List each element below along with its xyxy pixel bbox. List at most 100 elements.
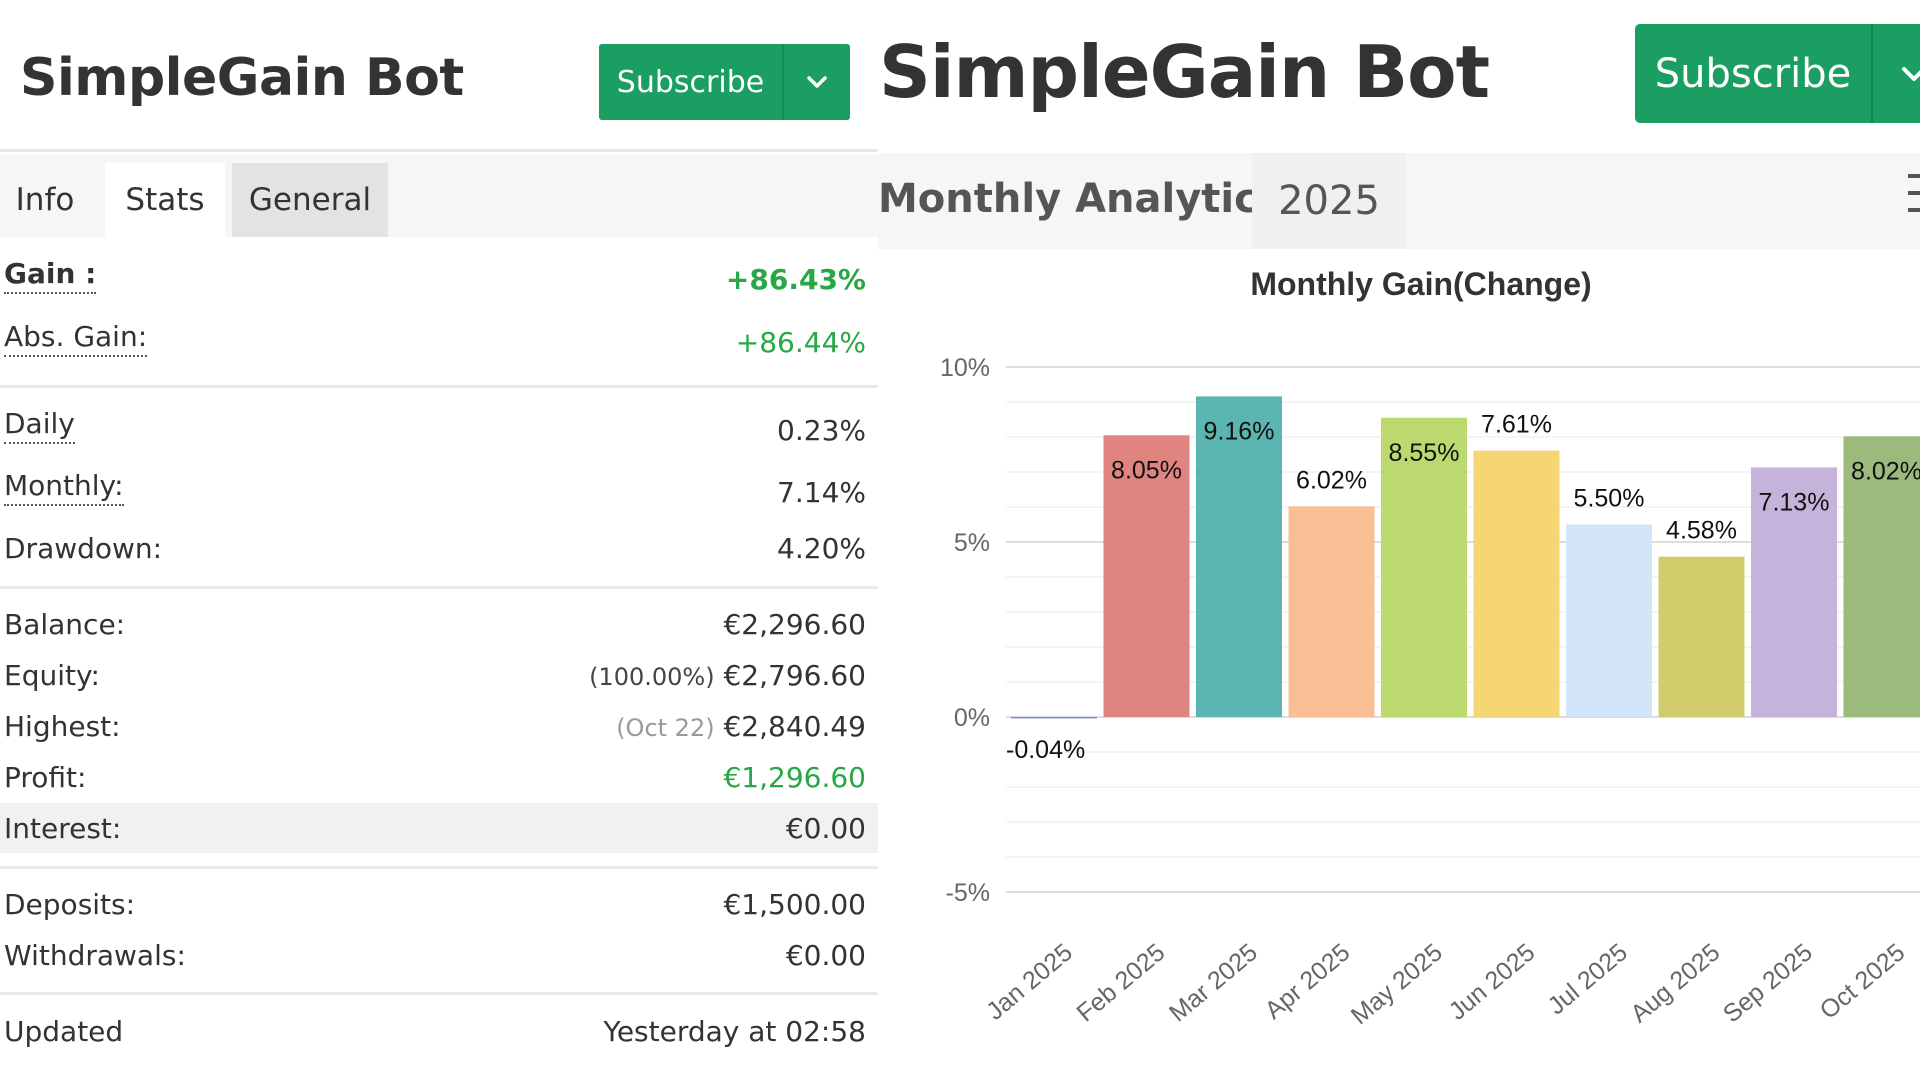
bar-jul-2025[interactable] [1566,524,1652,718]
interest-value: €0.00 [785,812,866,845]
withdrawals-value: €0.00 [785,939,866,972]
x-tick-label-group: Apr 2025 [1260,938,1356,1025]
chevron-down-icon [1902,66,1920,81]
x-tick-label: May 2025 [1346,938,1448,1030]
data-label: 8.02% [1851,457,1920,485]
left-header: SimpleGain Bot Subscribe [0,0,878,152]
x-tick-label: Feb 2025 [1071,938,1170,1027]
x-tick-label: Oct 2025 [1815,938,1911,1025]
bar-series [1011,396,1920,719]
highest-label: Highest: [4,710,121,743]
gain-label[interactable]: Gain : [4,257,97,294]
right-panel: SimpleGain Bot Subscribe Monthly Analyti… [878,0,1920,1080]
data-label: 6.02% [1296,466,1367,494]
profit-label: Profit: [4,761,87,794]
y-tick-label: 10% [940,354,990,382]
data-labels: -0.04% 8.05% 9.16% 6.02% 8.55% 7.61% 5.50% 4.58… [1006,411,1920,764]
divider [0,385,878,388]
monthly-gain-chart: Monthly Gain(Change) 10% 5% 0% -5% -0.04% 8.… [940,266,1920,1030]
divider [0,992,878,995]
x-tick-label-group: Jul 2025 [1542,938,1632,1020]
balance-label: Balance: [4,608,126,641]
bar-sep-2025[interactable] [1751,467,1837,717]
y-axis: 10% 5% 0% -5% [940,354,990,907]
bar-apr-2025[interactable] [1288,506,1375,717]
deposits-label: Deposits: [4,888,136,921]
equity-value-group: (100.00%) €2,796.60 [589,659,866,692]
year-selector[interactable]: 2025 [1252,153,1406,249]
bar-feb-2025[interactable] [1103,435,1190,717]
bar-oct-2025[interactable] [1843,436,1920,717]
x-tick-label: Jan 2025 [981,938,1078,1026]
tab-bar: Info Stats General [0,155,878,237]
x-tick-label: Apr 2025 [1260,938,1356,1025]
highest-date: (Oct 22) [616,714,715,742]
data-label: -0.04% [1006,736,1085,764]
data-label: 5.50% [1574,485,1645,513]
x-tick-label: Jul 2025 [1542,938,1632,1020]
balance-value: €2,296.60 [723,608,866,641]
x-tick-label: Mar 2025 [1164,938,1263,1027]
subscribe-dropdown-toggle[interactable] [1871,24,1920,123]
bar-aug-2025[interactable] [1658,556,1745,717]
bar-jun-2025[interactable] [1473,450,1560,717]
deposits-value: €1,500.00 [723,888,866,921]
bar-may-2025[interactable] [1381,417,1467,717]
bar-jan-2025[interactable] [1011,717,1097,719]
interest-label: Interest: [4,812,122,845]
data-label: 7.61% [1481,411,1552,439]
equity-percent: (100.00%) [589,663,715,691]
menu-icon[interactable] [1908,174,1920,216]
x-tick-label-group: Jun 2025 [1444,938,1541,1026]
data-label: 8.55% [1389,439,1460,467]
equity-label: Equity: [4,659,100,692]
data-label: 9.16% [1204,417,1275,445]
subscribe-split-button[interactable]: Subscribe [1635,24,1920,123]
abs-gain-label[interactable]: Abs. Gain: [4,320,148,357]
highest-value-group: (Oct 22) €2,840.49 [616,710,866,743]
y-tick-label: 0% [954,704,990,732]
y-tick-label: -5% [946,879,990,907]
page-title: SimpleGain Bot [20,48,464,108]
page-title: SimpleGain Bot [879,30,1490,114]
tab-general[interactable]: General [232,163,388,237]
subscribe-button[interactable]: Subscribe [616,64,765,100]
profit-value: €1,296.60 [723,761,866,794]
abs-gain-value: +86.44% [735,326,866,359]
subscribe-button[interactable]: Subscribe [1654,50,1852,97]
interest-row-background [0,803,878,853]
monthly-label[interactable]: Monthly: [4,469,124,506]
highest-value: €2,840.49 [723,710,866,743]
x-tick-label: Aug 2025 [1625,938,1725,1028]
chart-title: Monthly Gain(Change) [1250,266,1591,302]
bar-mar-2025[interactable] [1196,396,1282,717]
updated-label: Updated [4,1015,124,1048]
equity-value: €2,796.60 [723,659,866,692]
drawdown-label: Drawdown: [4,532,163,565]
x-tick-label-group: Aug 2025 [1625,938,1725,1028]
section-title: Monthly Analytics [878,176,1282,222]
data-label: 7.13% [1759,488,1830,516]
x-tick-label-group: Oct 2025 [1815,938,1911,1025]
withdrawals-label: Withdrawals: [4,939,186,972]
gain-value: +86.43% [725,263,866,296]
divider [0,866,878,869]
x-tick-label-group: Jan 2025 [981,938,1078,1026]
x-tick-label: Jun 2025 [1444,938,1541,1026]
updated-value: Yesterday at 02:58 [603,1015,866,1048]
x-tick-label-group: Mar 2025 [1164,938,1263,1027]
drawdown-value: 4.20% [777,532,866,565]
subscribe-dropdown-toggle[interactable] [782,44,850,120]
y-tick-label: 5% [954,529,990,557]
tab-info[interactable]: Info [15,182,75,218]
divider [0,586,878,589]
subscribe-split-button[interactable]: Subscribe [599,44,850,120]
monthly-value: 7.14% [777,476,866,509]
daily-label[interactable]: Daily [4,407,75,444]
x-tick-label-group: Sep 2025 [1718,938,1818,1028]
data-label: 8.05% [1111,456,1182,484]
left-panel: SimpleGain Bot Subscribe Info Stats Gene… [0,0,878,1080]
x-tick-label: Sep 2025 [1718,938,1818,1028]
tab-stats[interactable]: Stats [105,163,225,237]
